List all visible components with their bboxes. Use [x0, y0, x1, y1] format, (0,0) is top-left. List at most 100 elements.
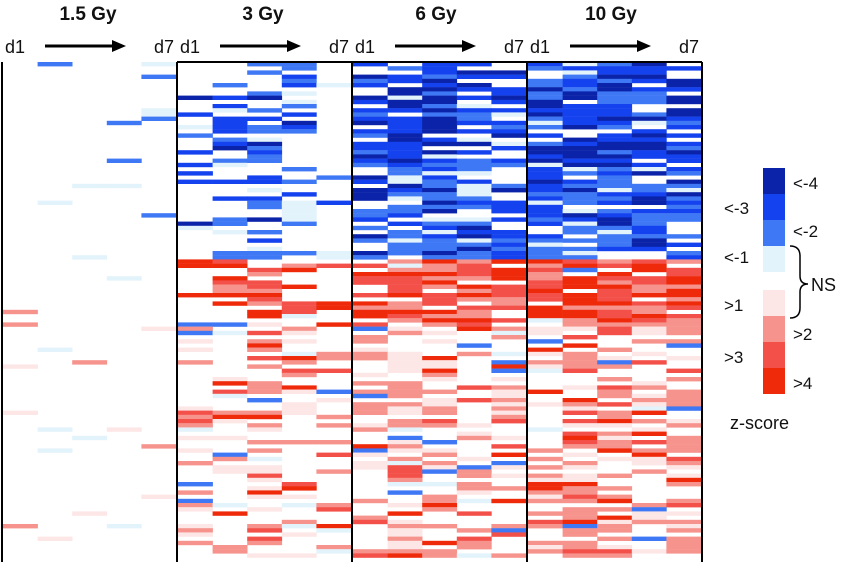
heatmap-cell — [281, 314, 317, 319]
heatmap-cell — [353, 301, 388, 306]
heatmap-cell — [281, 104, 317, 109]
heatmap-cell — [456, 196, 492, 201]
heatmap-cell — [247, 385, 283, 390]
heatmap-cell — [247, 398, 283, 403]
heatmap-cell — [597, 494, 633, 499]
heatmap-cell — [666, 200, 702, 205]
heatmap-cell — [247, 339, 283, 344]
heatmap-cell — [281, 440, 317, 445]
heatmap-cell — [281, 221, 317, 226]
legend-swatch — [763, 194, 785, 220]
heatmap-cell — [666, 339, 702, 344]
heatmap-cell — [178, 360, 213, 365]
heatmap-cell — [631, 78, 667, 84]
heatmap-cell — [281, 519, 317, 525]
heatmap-cell — [353, 339, 388, 344]
heatmap-cell — [456, 116, 492, 121]
heatmap-cell — [387, 360, 423, 365]
heatmap-cell — [491, 272, 527, 277]
heatmap-cell — [281, 532, 317, 537]
heatmap-cell — [631, 146, 667, 151]
heatmap-cell — [387, 267, 423, 273]
heatmap-cell — [353, 112, 388, 117]
heatmap-cell — [387, 423, 423, 428]
heatmap-cell — [456, 108, 492, 113]
heatmap-cell — [491, 452, 527, 457]
heatmap-cell — [422, 230, 458, 235]
heatmap-cell — [666, 183, 702, 189]
heatmap-cell — [178, 435, 213, 441]
heatmap-cell — [631, 398, 667, 403]
heatmap-cell — [387, 251, 423, 256]
heatmap-cell — [72, 435, 108, 441]
heatmap-cell — [387, 246, 423, 252]
legend-side-label: <-3 — [724, 199, 749, 218]
heatmap-cell — [528, 402, 563, 407]
heatmap-cell — [562, 423, 598, 428]
heatmap-cell — [281, 263, 317, 268]
heatmap-cell — [631, 167, 667, 172]
heatmap-cell — [141, 108, 177, 113]
heatmap-cell — [281, 99, 317, 105]
heatmap-cell — [456, 238, 492, 243]
heatmap-cell — [212, 545, 248, 550]
heatmap-cell — [528, 494, 563, 499]
heatmap-cell — [528, 448, 563, 453]
heatmap-cell — [597, 288, 633, 294]
heatmap-cell — [353, 309, 388, 315]
heatmap-cell — [422, 104, 458, 109]
heatmap-cell — [212, 452, 248, 457]
heatmap-cell — [422, 280, 458, 285]
heatmap-cell — [528, 104, 563, 109]
heatmap-cell — [528, 192, 563, 197]
heatmap-cell — [456, 456, 492, 462]
heatmap-cell — [491, 87, 527, 92]
heatmap-panel-3 — [353, 62, 527, 561]
heatmap-cell — [456, 158, 492, 163]
heatmap-cell — [422, 549, 458, 554]
heatmap-cell — [456, 242, 492, 247]
heatmap-cell — [597, 486, 633, 491]
heatmap-cell — [666, 120, 702, 126]
legend-label: <-1 — [724, 248, 749, 267]
heatmap-cell — [456, 137, 492, 142]
heatmap-cell — [528, 339, 563, 344]
heatmap-cell — [387, 293, 423, 298]
heatmap-cell — [666, 473, 702, 478]
legend-side-label: >3 — [724, 348, 743, 367]
heatmap-cell — [631, 536, 667, 541]
heatmap-cell — [387, 364, 423, 369]
heatmap-cell — [597, 284, 633, 289]
heatmap-cell — [666, 448, 702, 453]
heatmap-cell — [491, 435, 527, 441]
heatmap-cell — [422, 192, 458, 197]
heatmap-cell — [141, 444, 177, 449]
heatmap-cell — [247, 423, 283, 428]
heatmap-cell — [562, 385, 598, 390]
heatmap-cell — [528, 477, 563, 483]
heatmap-cell — [491, 301, 527, 306]
heatmap-cell — [597, 553, 633, 558]
heatmap-cell — [387, 356, 423, 361]
heatmap-cell — [562, 326, 598, 331]
heatmap-cell — [666, 524, 702, 529]
heatmap-cell — [353, 78, 388, 84]
heatmap-cell — [106, 524, 142, 529]
legend-title: z-score — [730, 413, 789, 433]
heatmap-cell — [528, 188, 563, 193]
heatmap-cell — [353, 381, 388, 386]
heatmap-cell — [528, 519, 563, 525]
heatmap-cell — [247, 347, 283, 352]
heatmap-cell — [562, 116, 598, 121]
heatmap-cell — [422, 78, 458, 84]
heatmap-cell — [247, 246, 283, 252]
heatmap-cell — [3, 524, 38, 529]
heatmap-cell — [456, 255, 492, 260]
heatmap-cell — [631, 427, 667, 432]
heatmap-cell — [597, 528, 633, 533]
heatmap-cell — [387, 162, 423, 168]
heatmap-cell — [456, 486, 492, 491]
heatmap-cell — [562, 435, 598, 441]
heatmap-cell — [631, 150, 667, 155]
heatmap-cell — [666, 314, 702, 319]
